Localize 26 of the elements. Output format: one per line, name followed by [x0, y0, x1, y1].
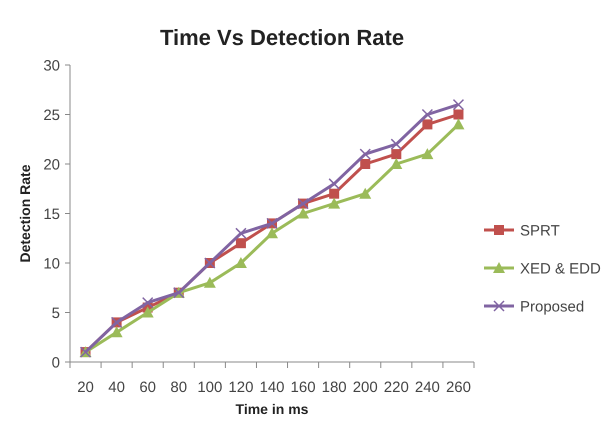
legend-label: Proposed — [520, 298, 584, 316]
x-tick-label: 200 — [352, 379, 378, 396]
y-tick-label: 30 — [43, 57, 60, 74]
x-tick-label: 180 — [322, 379, 347, 396]
x-tick-label: 100 — [197, 379, 222, 396]
y-tick-label: 15 — [43, 206, 60, 223]
x-tick-label: 140 — [259, 379, 285, 396]
x-tick-label: 160 — [290, 379, 316, 396]
chart-title: Time Vs Detection Rate — [160, 25, 404, 50]
x-tick-label: 120 — [228, 379, 254, 396]
x-tick-label: 20 — [77, 379, 94, 396]
x-axis-title: Time in ms — [236, 401, 309, 417]
y-tick-label: 20 — [43, 156, 60, 174]
y-tick-label: 5 — [52, 304, 60, 322]
y-tick-label: 25 — [43, 106, 60, 124]
x-tick-label: 60 — [139, 379, 156, 396]
x-tick-label: 80 — [170, 379, 188, 396]
x-tick-label: 40 — [108, 379, 125, 396]
legend-label: SPRT — [520, 222, 560, 240]
legend-label: XED & EDD — [520, 260, 602, 278]
x-tick-label: 260 — [446, 379, 471, 396]
x-tick-label: 240 — [414, 379, 440, 396]
y-tick-label: 0 — [52, 354, 60, 372]
x-tick-label: 220 — [384, 379, 409, 396]
y-axis-title: Detection Rate — [17, 164, 33, 263]
y-tick-label: 10 — [43, 255, 60, 272]
